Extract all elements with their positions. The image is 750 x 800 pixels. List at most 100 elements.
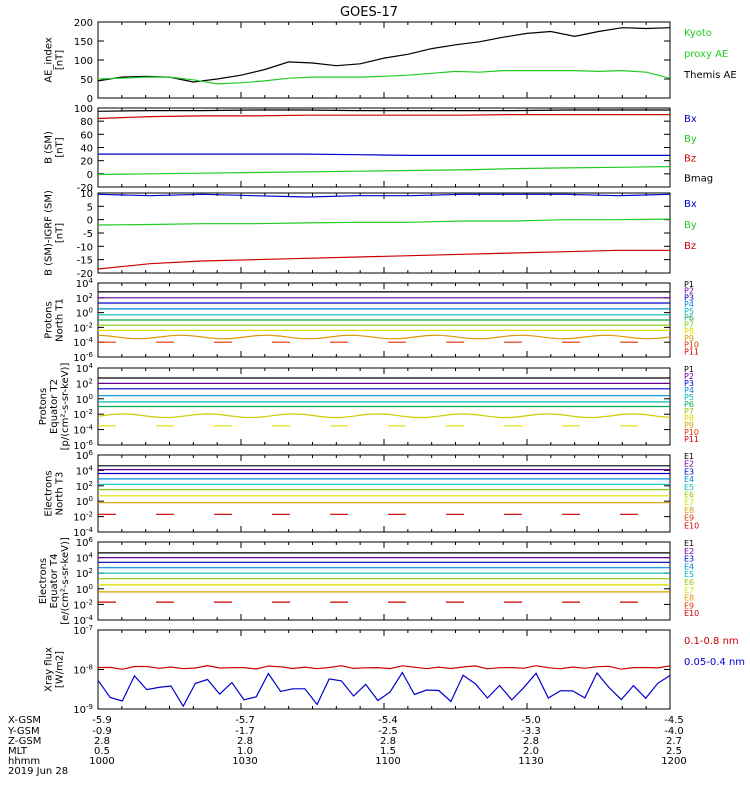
legend-entry: E3 (684, 555, 694, 564)
series-line-by (97, 166, 671, 176)
legend-entry: P3 (684, 293, 694, 302)
y-tick-label: 60 (80, 130, 93, 141)
legend-entry: E5 (684, 570, 694, 579)
legend-entry: P5 (684, 393, 694, 402)
y-tick-label: 100 (74, 56, 93, 67)
legend-entry: E2 (684, 460, 694, 469)
legend-entry: E7 (684, 498, 694, 507)
y-tick-label: 106 (76, 449, 94, 462)
legend-entry: E3 (684, 467, 694, 476)
legend-entry: E4 (684, 562, 694, 571)
y-tick-label: 102 (76, 480, 93, 493)
ephemeris-value: 2.7 (666, 736, 682, 747)
series-line-0-1-0-8-nm (97, 664, 671, 670)
legend-entry: Bmag (684, 173, 713, 184)
y-tick-label: 10-4 (73, 424, 93, 437)
series-line-themis-ae (97, 27, 671, 83)
ephemeris-value: -4.5 (664, 715, 684, 726)
y-axis-label: AE_index[nT] (44, 37, 66, 83)
y-tick-label: 10-2 (73, 598, 93, 611)
legend-entry: Bx (684, 114, 697, 125)
series-line-bz (97, 249, 670, 270)
ephemeris-value: 1030 (232, 756, 257, 767)
legend-entry: E6 (684, 578, 694, 587)
panel-frame (97, 192, 671, 274)
ephemeris-row-label: 2019 Jun 28 (8, 766, 68, 777)
legend-entry: P7 (684, 320, 694, 329)
panel-7: 10-4 10-2 100 102 104 106 ElectronsEquator T4[… (38, 536, 699, 627)
y-tick-label: 102 (76, 292, 93, 305)
y-tick-label: 20 (80, 157, 93, 168)
legend-entry: P9 (684, 334, 694, 343)
panel-frame (97, 541, 671, 621)
y-tick-label: 100 (76, 583, 93, 596)
y-tick-label: -20 (77, 269, 93, 280)
y-tick-label: 106 (76, 536, 94, 549)
y-tick-label: 80 (80, 117, 93, 128)
legend-entry: P3 (684, 379, 694, 388)
series-line-bz (97, 114, 670, 120)
y-axis-label: ElectronsEquator T4[e/(cm²-s-sr-keV)] (38, 537, 71, 625)
series-line-by (97, 218, 671, 226)
ephemeris-value: -2.5 (378, 726, 398, 737)
y-axis-label: ProtonsNorth T1 (44, 298, 66, 342)
ephemeris-value: -5.4 (378, 715, 398, 726)
y-tick-label: 50 (80, 75, 93, 86)
legend-entry: 0.1-0.8 nm (684, 636, 739, 647)
y-tick-label: 10 (80, 189, 93, 200)
y-tick-label: 10-4 (73, 614, 93, 627)
panel-2: -20 0 20 40 60 80 100 B (SM)[nT] Bx By Bz Bmag (44, 104, 714, 194)
y-tick-label: 10-2 (73, 511, 93, 524)
legend-entry: P6 (684, 400, 694, 409)
y-tick-label: -5 (83, 229, 93, 240)
y-tick-label: -10 (77, 242, 93, 253)
legend-entry: By (684, 134, 697, 145)
y-tick-label: 102 (76, 567, 93, 580)
legend-entry: Bz (684, 154, 696, 165)
panel-frame (97, 107, 671, 188)
ephemeris-row-label: Z-GSM (8, 736, 41, 747)
panel-8: 10-9 10-8 10-7 Xray flux[W/m2] 0.1-0.8 nm 0.0… (44, 624, 746, 716)
panel-1: 0 50 100 150 200 AE_index[nT] Kyoto proxy AE The… (44, 18, 737, 105)
ephemeris-value: 2.8 (380, 736, 396, 747)
legend-entry: P1 (684, 365, 694, 374)
legend-entry: E2 (684, 547, 694, 556)
y-tick-label: 200 (74, 18, 93, 29)
ephemeris-value: -4.0 (664, 726, 684, 737)
ephemeris-value: 1130 (518, 756, 543, 767)
legend-entry: P7 (684, 407, 694, 416)
series-line-p9 (97, 334, 671, 340)
legend-entry: P5 (684, 307, 694, 316)
legend-entry: E9 (684, 514, 694, 523)
y-tick-label: 10-4 (73, 336, 93, 349)
legend-entry: Kyoto (684, 28, 712, 39)
ephemeris-value: 2.5 (666, 746, 682, 757)
y-tick-label: 10-8 (73, 664, 93, 677)
ephemeris-value: 1200 (661, 756, 686, 767)
y-tick-label: 0 (87, 216, 93, 227)
legend-entry: E10 (684, 521, 699, 530)
legend-entry: P1 (684, 280, 694, 289)
legend-entry: E10 (684, 609, 699, 618)
panel-frame (97, 454, 671, 533)
legend-entry: proxy AE (684, 49, 728, 60)
legend-entry: E6 (684, 491, 694, 500)
y-axis-label: B (SM)-IGRF (SM)[nT] (44, 190, 66, 276)
y-tick-label: 10-4 (73, 526, 93, 539)
ephemeris-value: -5.9 (92, 715, 112, 726)
ephemeris-value: 0.5 (94, 746, 110, 757)
ephemeris-value: 2.8 (94, 736, 110, 747)
ephemeris-value: -5.7 (235, 715, 255, 726)
series-line-kyoto-proxy-ae (97, 69, 671, 85)
ephemeris-value: -1.7 (235, 726, 255, 737)
legend-entry: Bz (684, 241, 696, 252)
legend-entry: P10 (684, 428, 699, 437)
y-tick-label: -20 (77, 183, 93, 194)
ephemeris-row-label: Y-GSM (7, 726, 40, 737)
y-tick-label: 104 (76, 552, 94, 565)
legend-entry: P11 (684, 435, 699, 444)
ephemeris-value: -0.9 (92, 726, 112, 737)
y-tick-label: 150 (74, 37, 93, 48)
